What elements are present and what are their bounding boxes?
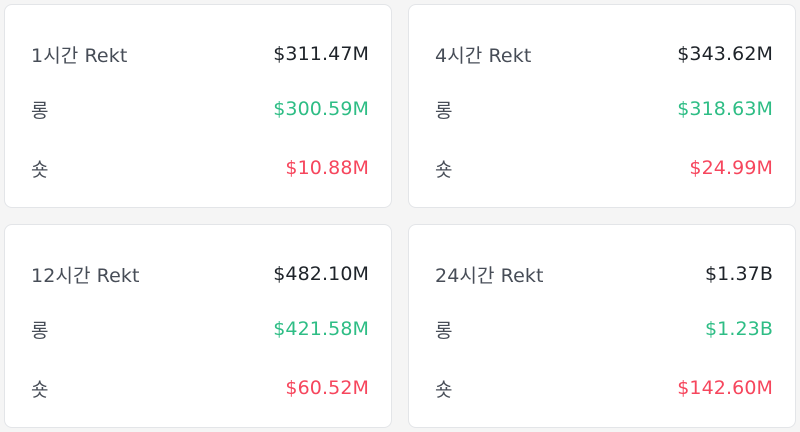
total-row: 24시간 Rekt $1.37B	[435, 259, 773, 289]
long-label: 롱	[31, 319, 49, 342]
rekt-card-24h: 24시간 Rekt $1.37B 롱 $1.23B 숏 $142.60M	[408, 224, 796, 428]
total-value: $311.47M	[273, 43, 369, 65]
short-value: $60.52M	[285, 377, 369, 399]
card-title: 24시간 Rekt	[435, 264, 544, 287]
short-value: $24.99M	[689, 157, 773, 179]
short-row: 숏 $60.52M	[31, 373, 369, 403]
long-row: 롱 $318.63M	[435, 94, 773, 124]
long-label: 롱	[31, 99, 49, 122]
long-value: $318.63M	[677, 98, 773, 120]
rekt-card-12h: 12시간 Rekt $482.10M 롱 $421.58M 숏 $60.52M	[4, 224, 392, 428]
short-row: 숏 $24.99M	[435, 153, 773, 183]
rekt-card-4h: 4시간 Rekt $343.62M 롱 $318.63M 숏 $24.99M	[408, 4, 796, 208]
card-title: 4시간 Rekt	[435, 44, 532, 67]
total-row: 1시간 Rekt $311.47M	[31, 39, 369, 69]
long-value: $421.58M	[273, 318, 369, 340]
short-row: 숏 $10.88M	[31, 153, 369, 183]
long-label: 롱	[435, 319, 453, 342]
short-label: 숏	[435, 158, 453, 181]
total-row: 4시간 Rekt $343.62M	[435, 39, 773, 69]
short-value: $142.60M	[677, 377, 773, 399]
short-label: 숏	[31, 378, 49, 401]
short-label: 숏	[31, 158, 49, 181]
long-label: 롱	[435, 99, 453, 122]
short-row: 숏 $142.60M	[435, 373, 773, 403]
long-value: $1.23B	[704, 318, 773, 340]
card-title: 1시간 Rekt	[31, 44, 128, 67]
total-value: $343.62M	[677, 43, 773, 65]
long-row: 롱 $1.23B	[435, 314, 773, 344]
rekt-card-1h: 1시간 Rekt $311.47M 롱 $300.59M 숏 $10.88M	[4, 4, 392, 208]
total-value: $1.37B	[704, 263, 773, 285]
card-title: 12시간 Rekt	[31, 264, 140, 287]
short-value: $10.88M	[285, 157, 369, 179]
long-value: $300.59M	[273, 98, 369, 120]
total-row: 12시간 Rekt $482.10M	[31, 259, 369, 289]
short-label: 숏	[435, 378, 453, 401]
total-value: $482.10M	[273, 263, 369, 285]
long-row: 롱 $300.59M	[31, 94, 369, 124]
long-row: 롱 $421.58M	[31, 314, 369, 344]
